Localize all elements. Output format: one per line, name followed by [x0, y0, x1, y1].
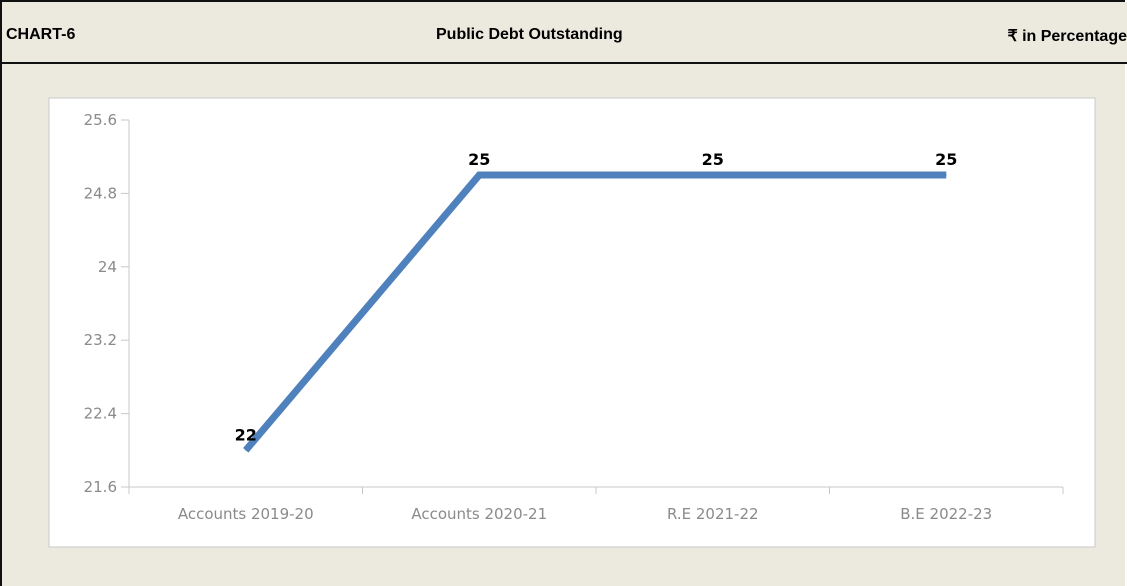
x-tick-label: Accounts 2020-21: [411, 505, 547, 523]
chart-header: CHART-6 Public Debt Outstanding ₹ in Per…: [2, 2, 1127, 64]
data-point: [245, 449, 247, 451]
series-line: [243, 171, 947, 453]
chart-unit: ₹ in Percentage: [1007, 28, 1127, 45]
x-tick-label: R.E 2021-22: [667, 505, 759, 523]
y-tick-label: 23.2: [84, 331, 117, 349]
y-tick-label: 22.4: [84, 405, 117, 423]
chart-axes: 21.6 22.4 23.2 24 24.8 25.6 Accounts 2019-20 Ac…: [84, 111, 1064, 523]
x-tick-label: Accounts 2019-20: [178, 505, 314, 523]
data-label: 25: [468, 150, 490, 169]
data-point: [478, 174, 480, 176]
chart-title: Public Debt Outstanding: [436, 26, 623, 43]
y-tick-label: 24: [98, 258, 117, 276]
chart-number: CHART-6: [6, 26, 76, 43]
data-label: 25: [702, 150, 724, 169]
chart-series: [243, 171, 947, 453]
data-point: [712, 174, 714, 176]
data-label: 22: [235, 425, 257, 444]
chart-data-labels: 22 25 25 25: [235, 150, 958, 444]
data-point: [945, 174, 947, 176]
data-label: 25: [935, 150, 957, 169]
y-tick-label: 21.6: [84, 478, 117, 496]
y-tick-label: 25.6: [84, 111, 117, 129]
y-tick-label: 24.8: [84, 184, 117, 202]
x-tick-label: B.E 2022-23: [900, 505, 992, 523]
